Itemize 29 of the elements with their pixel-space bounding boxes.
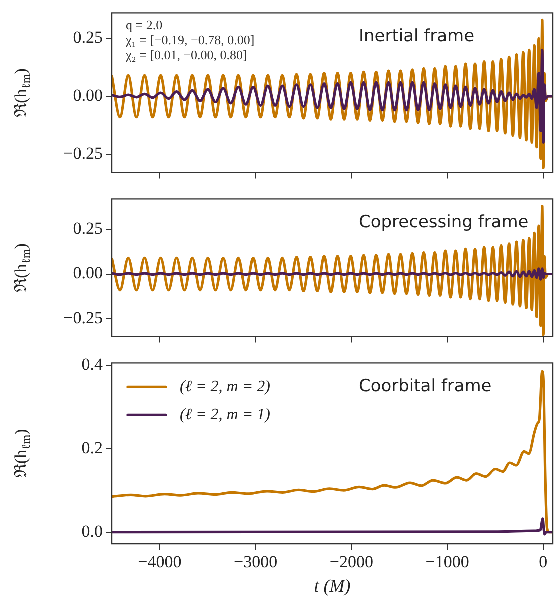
legend-label: (ℓ = 2, m = 2) — [180, 378, 270, 396]
text: Coorbital frame — [358, 376, 492, 397]
text: Coprecessing frame — [358, 212, 529, 233]
y-tick-label: −0.25 — [64, 144, 103, 163]
x-tick-label: −2000 — [330, 552, 374, 572]
legend-label: (ℓ = 2, m = 1) — [180, 406, 270, 424]
line-series — [112, 268, 553, 281]
y-tick-label: 0.00 — [73, 86, 103, 105]
y-tick-label: 0.0 — [82, 522, 103, 541]
annotation: χ₁ = [−0.19, −0.78, 0.00] — [125, 32, 255, 48]
annotation: χ₂ = [0.01, −0.00, 0.80] — [125, 48, 248, 63]
text: Inertial frame — [358, 26, 475, 47]
y-tick-label: 0.25 — [73, 219, 103, 238]
x-tick-label: −4000 — [138, 552, 182, 572]
y-tick-label: 0.25 — [73, 28, 103, 48]
x-tick-label: −3000 — [234, 552, 278, 572]
x-tick-label: −1000 — [426, 552, 470, 572]
y-tick-label: 0.4 — [82, 354, 104, 374]
y-tick-label: 0.2 — [82, 438, 103, 458]
y-tick-label: −0.25 — [64, 308, 103, 328]
line-series — [112, 48, 553, 144]
y-tick-label: 0.00 — [73, 264, 103, 283]
annotation: q = 2.0 — [126, 18, 163, 33]
x-axis-title: t (M) — [314, 576, 351, 596]
y-axis-title: ℜ(hℓm) — [11, 429, 34, 478]
y-axis-title: ℜ(hℓm) — [11, 244, 34, 292]
y-axis-title: ℜ(hℓm) — [11, 68, 34, 118]
x-tick-label: 0 — [539, 552, 548, 572]
line-series — [112, 518, 553, 536]
